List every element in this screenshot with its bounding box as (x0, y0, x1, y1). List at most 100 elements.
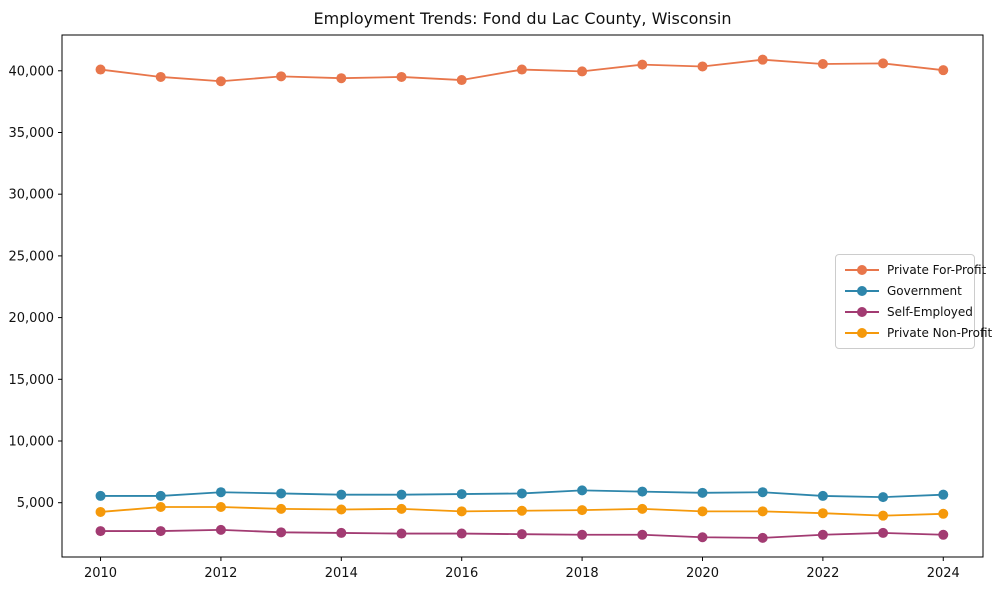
data-point-self-employed-2012 (215, 524, 226, 535)
data-point-government-2023 (878, 492, 889, 503)
data-point-private-non-profit-2023 (878, 510, 889, 521)
data-point-private-for-profit-2011 (155, 71, 166, 82)
data-point-private-non-profit-2017 (516, 505, 527, 516)
series-private-for-profit (95, 54, 949, 87)
data-point-government-2011 (155, 490, 166, 501)
data-point-self-employed-2020 (697, 532, 708, 543)
data-point-private-for-profit-2023 (878, 58, 889, 69)
y-tick-label: 30,000 (9, 188, 55, 203)
legend-swatch-dot (857, 265, 867, 275)
x-tick-label: 2014 (325, 566, 358, 581)
data-point-self-employed-2023 (878, 527, 889, 538)
data-point-private-non-profit-2010 (95, 506, 106, 517)
data-point-private-for-profit-2022 (817, 59, 828, 69)
data-point-private-for-profit-2017 (516, 64, 527, 75)
y-tick-label: 25,000 (9, 249, 55, 264)
legend-item-self-employed: Self-Employed (845, 304, 973, 320)
data-point-private-for-profit-2015 (396, 71, 407, 82)
data-point-private-for-profit-2018 (577, 66, 588, 77)
data-point-government-2019 (637, 486, 648, 497)
x-tick-label: 2016 (445, 566, 478, 581)
legend-item-private-non-profit: Private Non-Profit (845, 325, 992, 341)
legend-swatch-dot (857, 286, 867, 296)
data-point-private-for-profit-2013 (276, 71, 287, 82)
data-point-private-for-profit-2014 (336, 73, 347, 84)
data-point-private-for-profit-2016 (456, 75, 467, 86)
legend: Private For-Profit Government Self-Employe… (835, 254, 992, 349)
series-private-non-profit (95, 502, 949, 521)
x-tick-label: 2024 (927, 566, 960, 581)
x-tick-label: 2010 (84, 566, 117, 581)
legend-item-private-for-profit: Private For-Profit (845, 262, 986, 278)
legend-swatch-dot (857, 328, 867, 338)
data-point-self-employed-2022 (817, 529, 828, 540)
data-point-government-2021 (757, 487, 768, 498)
data-point-government-2014 (336, 489, 347, 500)
legend-swatch-dot (857, 307, 867, 317)
y-tick-label: 15,000 (9, 373, 55, 388)
data-point-private-non-profit-2012 (215, 502, 226, 513)
data-point-private-non-profit-2016 (456, 506, 467, 517)
series-government (95, 485, 949, 503)
data-point-government-2016 (456, 489, 467, 500)
y-tick-label: 10,000 (9, 435, 55, 450)
data-point-self-employed-2021 (757, 532, 768, 543)
legend-line-marker-swatch (845, 265, 879, 276)
data-point-private-non-profit-2015 (396, 503, 407, 514)
data-point-private-non-profit-2011 (155, 502, 166, 513)
data-point-self-employed-2024 (938, 529, 949, 540)
y-tick-label: 40,000 (9, 64, 55, 79)
data-point-government-2024 (938, 489, 949, 500)
data-point-government-2020 (697, 487, 708, 498)
data-point-government-2015 (396, 489, 407, 500)
plot-border (61, 34, 984, 558)
data-point-government-2017 (516, 488, 527, 499)
data-point-private-non-profit-2022 (817, 508, 828, 519)
x-tick-label: 2022 (806, 566, 839, 581)
legend-label-private-non-profit: Private Non-Profit (887, 326, 993, 340)
data-point-private-non-profit-2021 (757, 506, 768, 517)
data-point-private-for-profit-2020 (697, 61, 708, 72)
y-tick-label: 5,000 (17, 496, 54, 511)
x-tick-label: 2020 (686, 566, 719, 581)
data-point-private-for-profit-2010 (95, 64, 106, 75)
chart-title: Employment Trends: Fond du Lac County, W… (313, 9, 732, 28)
data-point-self-employed-2015 (396, 528, 407, 539)
y-tick-label: 20,000 (9, 311, 55, 326)
data-point-self-employed-2017 (516, 529, 527, 540)
data-point-private-non-profit-2014 (336, 504, 347, 515)
x-tick-label: 2012 (204, 566, 237, 581)
data-point-private-non-profit-2019 (637, 503, 648, 514)
legend-line-marker-swatch (845, 328, 879, 339)
legend-line-marker-swatch (845, 307, 879, 318)
data-point-self-employed-2010 (95, 526, 106, 537)
data-point-private-for-profit-2021 (757, 54, 768, 65)
data-point-private-non-profit-2024 (938, 508, 949, 519)
data-point-government-2010 (95, 490, 106, 501)
series-self-employed (95, 524, 949, 543)
legend-label-self-employed: Self-Employed (887, 305, 973, 319)
x-tick-label: 2018 (566, 566, 599, 581)
data-point-self-employed-2019 (637, 529, 648, 540)
legend-label-government: Government (887, 284, 962, 298)
data-point-government-2012 (215, 487, 226, 498)
legend-label-private-for-profit: Private For-Profit (887, 263, 987, 277)
data-point-private-for-profit-2019 (637, 59, 648, 70)
data-point-government-2022 (817, 490, 828, 501)
data-point-self-employed-2014 (336, 527, 347, 538)
data-point-self-employed-2011 (155, 526, 166, 537)
data-point-private-non-profit-2018 (577, 505, 588, 516)
data-point-self-employed-2016 (456, 528, 467, 539)
legend-line-marker-swatch (845, 286, 879, 297)
data-point-self-employed-2013 (276, 527, 287, 538)
data-point-private-for-profit-2012 (215, 76, 226, 87)
data-point-government-2018 (577, 485, 588, 496)
data-point-private-non-profit-2013 (276, 503, 287, 514)
data-point-private-for-profit-2024 (938, 65, 949, 76)
data-point-private-non-profit-2020 (697, 506, 708, 517)
data-point-government-2013 (276, 488, 287, 499)
legend-item-government: Government (845, 283, 965, 299)
y-tick-label: 35,000 (9, 126, 55, 141)
